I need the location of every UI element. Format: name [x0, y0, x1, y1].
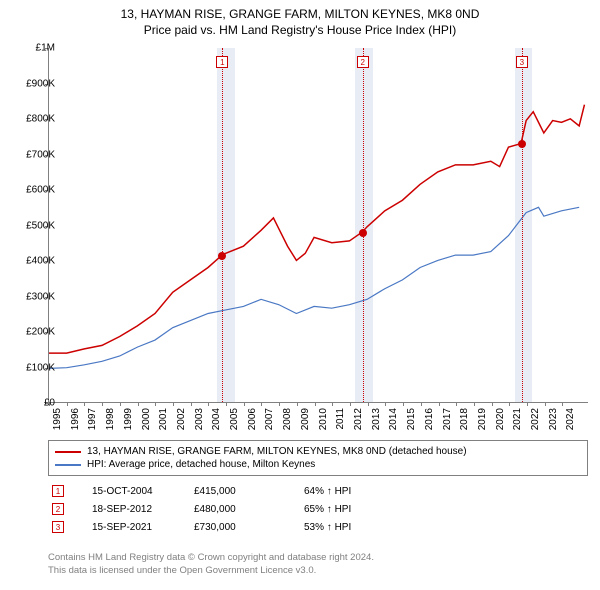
sale-dot	[359, 229, 367, 237]
sales-diff: 53% ↑ HPI	[304, 522, 414, 533]
sales-diff: 65% ↑ HPI	[304, 504, 414, 515]
x-axis-label: 2006	[247, 408, 258, 430]
x-axis-label: 2000	[141, 408, 152, 430]
x-axis-label: 1995	[52, 408, 63, 430]
x-axis-label: 2002	[176, 408, 187, 430]
x-axis-label: 2021	[512, 408, 523, 430]
sales-row: 315-SEP-2021£730,00053% ↑ HPI	[48, 518, 588, 536]
series-property	[49, 105, 584, 354]
sales-table: 115-OCT-2004£415,00064% ↑ HPI218-SEP-201…	[48, 482, 588, 536]
legend-label-property: 13, HAYMAN RISE, GRANGE FARM, MILTON KEY…	[87, 446, 467, 457]
y-axis-label: £800K	[26, 114, 55, 125]
sales-price: £415,000	[194, 486, 304, 497]
y-axis-label: £100K	[26, 362, 55, 373]
y-axis-label: £600K	[26, 185, 55, 196]
x-axis-label: 2015	[406, 408, 417, 430]
x-axis-label: 2001	[158, 408, 169, 430]
sale-dot	[218, 252, 226, 260]
y-axis-label: £900K	[26, 78, 55, 89]
sales-marker-icon: 3	[52, 521, 64, 533]
y-axis-label: £200K	[26, 327, 55, 338]
chart-plot-area: 1 2 3	[48, 48, 588, 403]
x-axis-label: 2018	[459, 408, 470, 430]
sales-marker-icon: 2	[52, 503, 64, 515]
x-axis-label: 2009	[300, 408, 311, 430]
sale-marker-line	[522, 48, 523, 402]
y-axis-label: £1M	[36, 43, 55, 54]
sale-dot	[518, 140, 526, 148]
sale-marker-box: 2	[357, 56, 369, 68]
title-block: 13, HAYMAN RISE, GRANGE FARM, MILTON KEY…	[0, 0, 600, 38]
sale-marker-line	[222, 48, 223, 402]
sales-date: 15-OCT-2004	[64, 486, 194, 497]
title-line2: Price paid vs. HM Land Registry's House …	[0, 22, 600, 38]
sales-row: 218-SEP-2012£480,00065% ↑ HPI	[48, 500, 588, 518]
x-axis-label: 2024	[565, 408, 576, 430]
x-axis-label: 1998	[105, 408, 116, 430]
x-axis-label: 2020	[495, 408, 506, 430]
legend-swatch-hpi	[55, 464, 81, 466]
y-axis-label: £300K	[26, 291, 55, 302]
x-axis-label: 2023	[548, 408, 559, 430]
sales-price: £480,000	[194, 504, 304, 515]
x-axis-label: 2019	[477, 408, 488, 430]
x-axis-label: 2003	[194, 408, 205, 430]
x-axis-label: 2013	[371, 408, 382, 430]
y-axis-label: £0	[44, 398, 55, 409]
footer-line1: Contains HM Land Registry data © Crown c…	[48, 552, 588, 565]
series-hpi	[49, 207, 579, 368]
x-axis-label: 2008	[282, 408, 293, 430]
sales-date: 15-SEP-2021	[64, 522, 194, 533]
sale-marker-box: 1	[216, 56, 228, 68]
legend-row-property: 13, HAYMAN RISE, GRANGE FARM, MILTON KEY…	[55, 445, 581, 458]
footer: Contains HM Land Registry data © Crown c…	[48, 552, 588, 578]
x-axis-label: 2011	[335, 408, 346, 430]
chart-svg	[49, 48, 588, 402]
title-line1: 13, HAYMAN RISE, GRANGE FARM, MILTON KEY…	[0, 6, 600, 22]
sales-marker-icon: 1	[52, 485, 64, 497]
sales-price: £730,000	[194, 522, 304, 533]
x-axis-label: 2005	[229, 408, 240, 430]
legend-label-hpi: HPI: Average price, detached house, Milt…	[87, 459, 315, 470]
legend: 13, HAYMAN RISE, GRANGE FARM, MILTON KEY…	[48, 440, 588, 476]
x-axis-label: 2010	[318, 408, 329, 430]
x-axis-label: 2022	[530, 408, 541, 430]
footer-line2: This data is licensed under the Open Gov…	[48, 565, 588, 578]
legend-swatch-property	[55, 451, 81, 453]
y-axis-label: £700K	[26, 149, 55, 160]
x-axis-label: 2004	[211, 408, 222, 430]
chart-container: 13, HAYMAN RISE, GRANGE FARM, MILTON KEY…	[0, 0, 600, 590]
sales-row: 115-OCT-2004£415,00064% ↑ HPI	[48, 482, 588, 500]
sales-date: 18-SEP-2012	[64, 504, 194, 515]
x-axis-label: 2012	[353, 408, 364, 430]
legend-row-hpi: HPI: Average price, detached house, Milt…	[55, 458, 581, 471]
y-axis-label: £500K	[26, 220, 55, 231]
x-axis-label: 2016	[424, 408, 435, 430]
y-axis-label: £400K	[26, 256, 55, 267]
sales-diff: 64% ↑ HPI	[304, 486, 414, 497]
sale-marker-line	[363, 48, 364, 402]
x-axis-label: 1996	[70, 408, 81, 430]
x-axis-label: 1997	[87, 408, 98, 430]
x-axis-label: 1999	[123, 408, 134, 430]
x-axis-label: 2017	[442, 408, 453, 430]
x-axis-label: 2014	[388, 408, 399, 430]
x-axis-label: 2007	[264, 408, 275, 430]
sale-marker-box: 3	[516, 56, 528, 68]
